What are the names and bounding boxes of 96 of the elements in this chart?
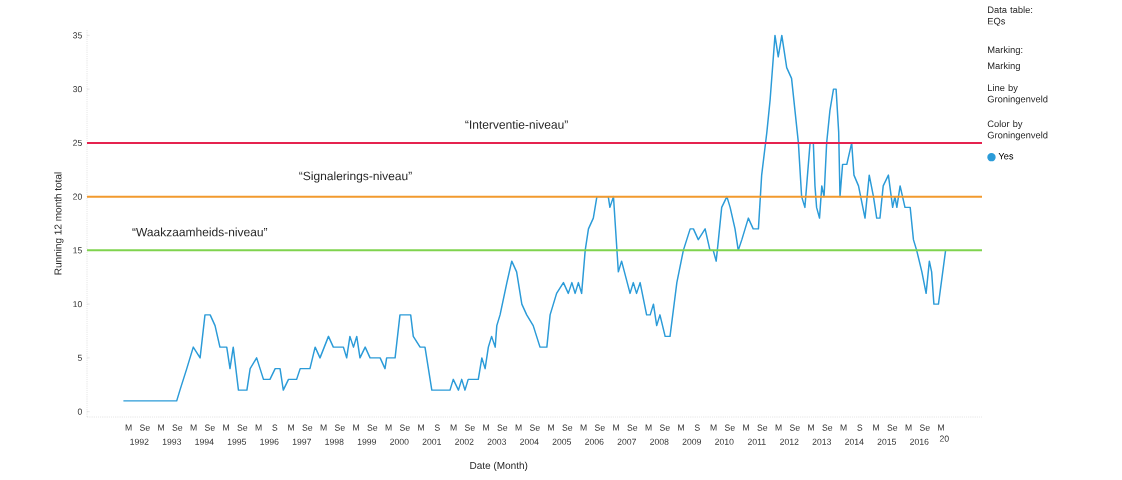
text: Data table: EQs xyxy=(988,6,1033,27)
x-tick-label: 2002 xyxy=(455,438,474,445)
x-tick-label: 1996 xyxy=(260,438,279,445)
text: M xyxy=(320,424,327,431)
x-tick-label: 2012 xyxy=(780,438,799,445)
text: M xyxy=(840,424,847,431)
text: Se xyxy=(464,424,475,431)
text: M xyxy=(288,424,294,431)
text: Marking: xyxy=(988,46,1023,55)
text: M xyxy=(548,424,554,431)
x-tick-label: 2004 xyxy=(520,438,539,445)
text: M xyxy=(515,424,522,431)
text: Se xyxy=(562,424,573,431)
text: S xyxy=(272,424,278,431)
text: Se xyxy=(172,424,183,431)
x-tick-label: 1992 xyxy=(130,438,149,445)
x-tick-label: 1994 xyxy=(195,438,214,445)
text: Marking xyxy=(988,62,1020,71)
text: Line by Groningenveld xyxy=(987,84,1048,105)
text: M xyxy=(255,424,262,431)
text: M xyxy=(418,424,424,431)
ref-line-label: “Signalerings-niveau” xyxy=(299,171,412,183)
text: Se xyxy=(627,424,638,431)
y-tick-label: 20 xyxy=(73,193,82,200)
x-tick-label: 2014 xyxy=(845,438,864,445)
text: M xyxy=(645,424,652,431)
x-tick-label: 2009 xyxy=(682,438,702,445)
text: Se xyxy=(659,424,670,431)
text: M xyxy=(678,424,684,431)
text: M xyxy=(385,424,392,431)
text: Se xyxy=(919,424,930,431)
x-tick-label: 2016 xyxy=(910,438,929,445)
text: S xyxy=(857,424,863,431)
x-tick-label: 2001 xyxy=(422,438,442,445)
text: Se xyxy=(334,424,345,431)
text: M xyxy=(125,424,132,431)
y-tick-label: 25 xyxy=(73,139,82,146)
x-tick-label: 2015 xyxy=(877,438,897,445)
text: Se xyxy=(757,424,768,431)
x-tick-label: 2008 xyxy=(650,438,669,445)
x-tick-label: 2011 xyxy=(747,438,766,445)
text: Se xyxy=(724,424,735,431)
x-tick-label: 1995 xyxy=(227,438,247,445)
text: M xyxy=(483,424,489,431)
x-tick-label: 2007 xyxy=(617,438,636,445)
legend-label: Yes xyxy=(998,152,1014,160)
text: Se xyxy=(594,424,605,431)
text: Se xyxy=(887,424,898,431)
x-tick-label: 2006 xyxy=(585,438,604,445)
x-tick-label: 2005 xyxy=(552,438,572,445)
y-tick-label: 30 xyxy=(72,86,82,93)
ref-line-label: “Interventie-niveau” xyxy=(465,120,568,129)
y-tick-label: 0 xyxy=(77,408,82,415)
legend-title: Color by Groningenveld xyxy=(987,120,1048,141)
text: M xyxy=(450,424,457,431)
text: Se xyxy=(529,424,540,431)
text: Se xyxy=(302,424,313,431)
ref-line-label: “Waakzaamheids-niveau” xyxy=(132,227,268,237)
x-tick-label: 1998 xyxy=(325,438,344,445)
x-axis-title: Date (Month) xyxy=(470,461,528,471)
text: M xyxy=(743,424,749,431)
x-tick-label: 2010 xyxy=(715,438,734,445)
text: M xyxy=(775,424,782,431)
text: Se xyxy=(139,424,150,431)
text: S xyxy=(694,424,700,431)
text: M xyxy=(158,424,164,431)
text: S xyxy=(434,424,440,431)
x-tick-label: 1999 xyxy=(357,438,377,445)
x-tick-label: 1997 xyxy=(292,438,311,445)
text: M xyxy=(938,424,944,431)
text: M xyxy=(873,424,879,431)
x-tick-label: 2000 xyxy=(390,438,409,445)
text: Se xyxy=(822,424,833,431)
x-tick-label: 2003 xyxy=(487,438,507,445)
x-tick-label: 2013 xyxy=(812,438,832,445)
text: Se xyxy=(497,424,508,431)
y-tick-label: 10 xyxy=(73,301,82,308)
text: Se xyxy=(399,424,410,431)
text: Se xyxy=(367,424,378,431)
text: M xyxy=(808,424,814,431)
text: Se xyxy=(204,424,215,431)
y-tick-label: 35 xyxy=(72,32,82,39)
text: M xyxy=(710,424,717,431)
y-tick-label: 5 xyxy=(77,354,82,361)
text: M xyxy=(223,424,229,431)
text: M xyxy=(190,424,197,431)
text: Se xyxy=(237,424,248,431)
text: M xyxy=(613,424,619,431)
text: Se xyxy=(789,424,800,431)
x-tick-label: 1993 xyxy=(162,438,182,445)
text: M xyxy=(353,424,359,431)
text: M xyxy=(580,424,587,431)
text: M xyxy=(905,424,912,431)
y-axis-title: Running 12 month total xyxy=(54,172,64,275)
y-tick-label: 15 xyxy=(73,247,82,254)
text: 20 xyxy=(939,435,949,442)
